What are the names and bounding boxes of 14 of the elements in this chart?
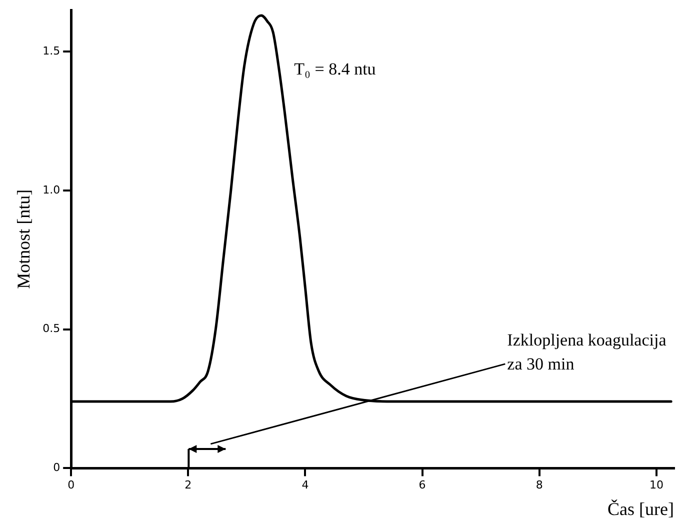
x-tick-label: 10 (649, 478, 664, 492)
x-tick-label: 0 (68, 478, 75, 492)
y-tick-label: 1.0 (42, 183, 60, 196)
annotation: T₀ = 8.4 ntu (294, 59, 376, 78)
y-tick-label: 0 (53, 461, 60, 474)
x-tick-label: 2 (184, 478, 192, 492)
annotation: Izklopljena koagulacija za 30 min (507, 330, 667, 374)
y-axis-title: Motnost [ntu] (14, 189, 34, 289)
x-tick-label: 6 (418, 478, 426, 492)
x-tick-label: 4 (302, 478, 309, 492)
y-tick-label: 0.5 (42, 322, 60, 336)
x-axis-title: Čas [ure] (608, 498, 674, 519)
x-tick-label: 8 (536, 478, 543, 492)
y-tick-label: 1.5 (42, 44, 60, 58)
